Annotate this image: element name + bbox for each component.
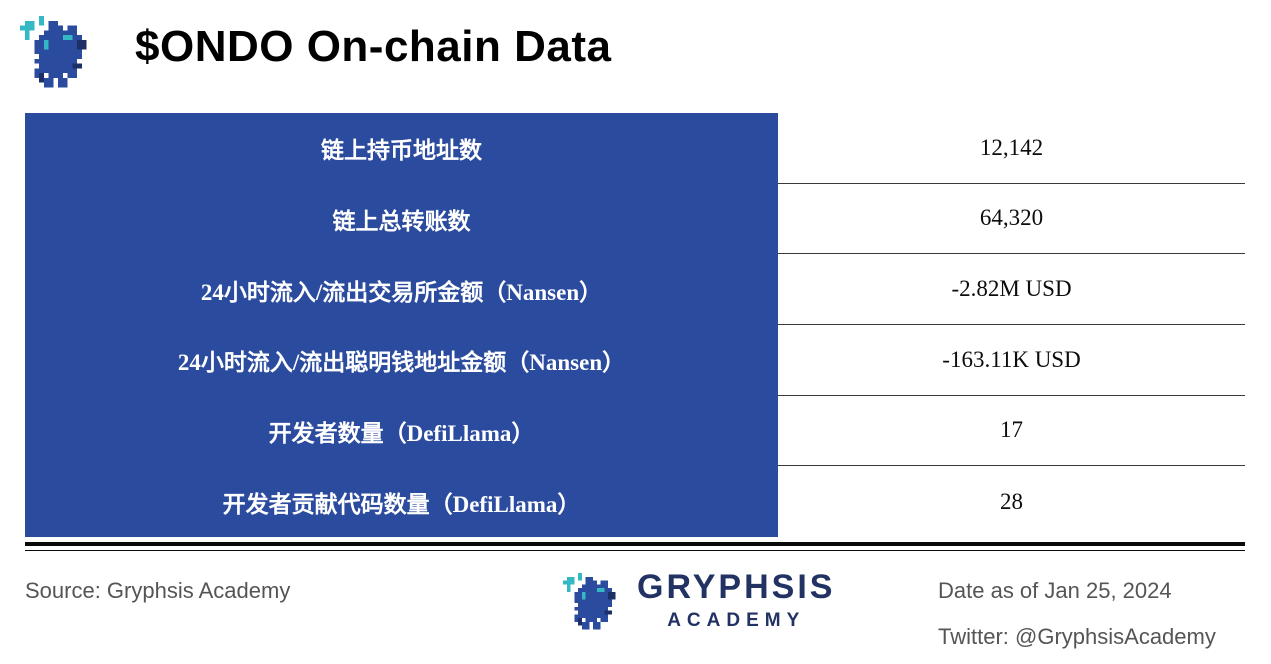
row-value-holders: 12,142 (778, 113, 1245, 184)
twitter-handle-text: Twitter: @GryphsisAcademy (938, 624, 1216, 649)
header: $ONDO On-chain Data (0, 0, 1271, 110)
source-text: Source: Gryphsis Academy (25, 578, 291, 603)
table-bottom-rule (25, 542, 1245, 551)
page-title: $ONDO On-chain Data (135, 22, 612, 71)
table-row: 24小时流入/流出交易所金额（Nansen） -2.82M USD (25, 254, 1245, 325)
row-value-developers: 17 (778, 395, 1245, 467)
pixel-dragon-icon (20, 12, 96, 96)
row-value-exchange-flow: -2.82M USD (778, 254, 1245, 325)
table-row: 链上总转账数 64,320 (25, 183, 1245, 255)
table-row: 链上持币地址数 12,142 (25, 113, 1245, 184)
table-row: 开发者贡献代码数量（DefiLlama） 28 (25, 466, 1245, 537)
table-row: 24小时流入/流出聪明钱地址金额（Nansen） -163.11K USD (25, 324, 1245, 396)
row-label-holders: 链上持币地址数 (25, 113, 778, 184)
row-label-developers: 开发者数量（DefiLlama） (25, 395, 778, 467)
row-label-code-commits: 开发者贡献代码数量（DefiLlama） (25, 466, 778, 537)
pixel-dragon-icon (563, 570, 623, 636)
brand-name: GRYPHSIS (637, 568, 836, 606)
row-label-smart-money-flow: 24小时流入/流出聪明钱地址金额（Nansen） (25, 324, 778, 396)
table-row: 开发者数量（DefiLlama） 17 (25, 395, 1245, 467)
date-text: Date as of Jan 25, 2024 (938, 578, 1172, 603)
brand-subtitle: ACADEMY (667, 609, 806, 631)
row-label-transfers: 链上总转账数 (25, 183, 778, 255)
onchain-data-table: 链上持币地址数 12,142 链上总转账数 64,320 24小时流入/流出交易… (25, 113, 1245, 537)
row-label-exchange-flow: 24小时流入/流出交易所金额（Nansen） (25, 254, 778, 325)
row-value-code-commits: 28 (778, 466, 1245, 537)
brand-text: GRYPHSIS ACADEMY (637, 568, 836, 632)
brand-block: GRYPHSIS ACADEMY (563, 568, 836, 636)
row-value-transfers: 64,320 (778, 183, 1245, 255)
row-value-smart-money-flow: -163.11K USD (778, 324, 1245, 396)
